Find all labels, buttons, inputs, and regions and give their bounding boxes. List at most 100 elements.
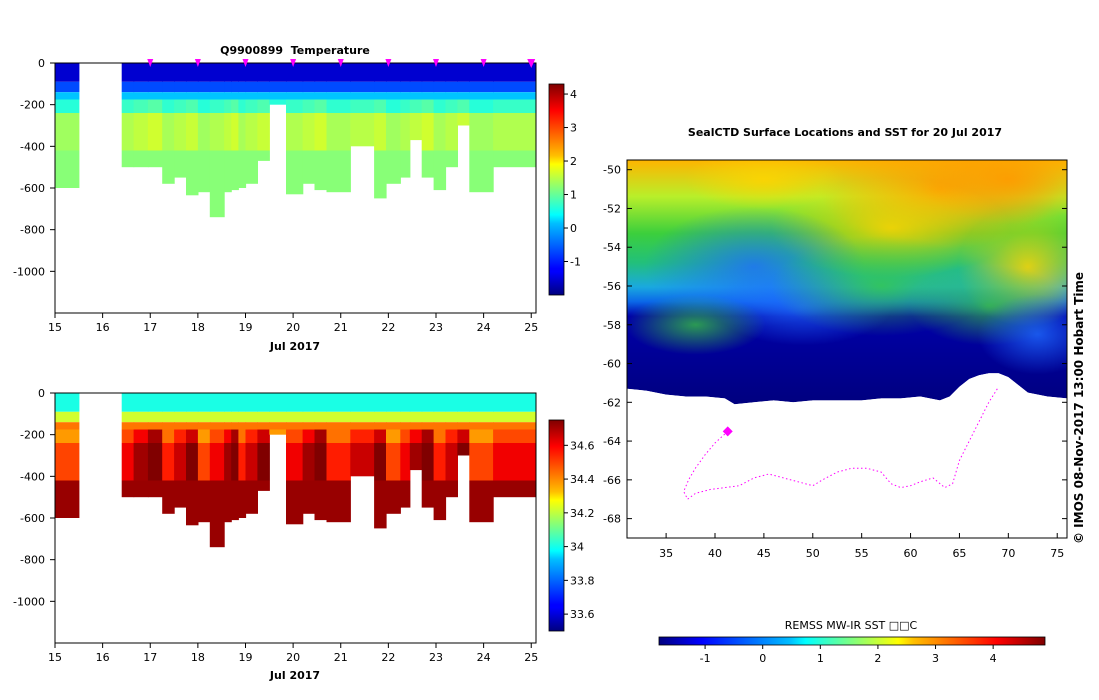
profile-cell [433, 99, 447, 113]
colorbar-tick-label: 2 [570, 155, 577, 168]
profile-cell [133, 81, 149, 93]
profile-cell [302, 480, 316, 514]
profile-cell [493, 393, 536, 412]
profile-cell [257, 422, 270, 430]
profile-cell [55, 63, 80, 82]
profile-cell [186, 113, 199, 151]
temp-axes: 15 16 17 18 19 20 21 22 23 24 25 0 -200 -400 -600 -800 -… [13, 57, 538, 334]
profile-cell [386, 92, 401, 100]
profile-cell [224, 443, 232, 481]
colorbar-tick-label: 34.2 [570, 507, 595, 520]
salinity-section-cells [55, 393, 536, 548]
profile-cell [121, 429, 135, 443]
lon-tick-label: 55 [855, 547, 869, 560]
profile-cell [231, 99, 239, 113]
profile-cell [224, 393, 232, 412]
profile-cell [231, 113, 239, 151]
profile-cell [121, 63, 135, 82]
profile-cell [302, 63, 316, 82]
profile-cell [162, 411, 175, 423]
sal-colorbar [548, 419, 565, 632]
profile-cell [224, 480, 232, 523]
profile-cell [314, 113, 327, 151]
profile-cell [374, 81, 387, 93]
profile-cell [186, 81, 199, 93]
profile-cell [257, 443, 270, 481]
profile-cell [374, 113, 387, 151]
profile-cell [433, 393, 447, 412]
temp-title: Q9900899 Temperature [220, 44, 370, 57]
x-tick-label: 20 [286, 321, 300, 334]
profile-cell [162, 150, 175, 184]
profile-cell [302, 429, 316, 443]
profile-cell [286, 422, 304, 430]
profile-cell [374, 429, 387, 443]
profile-cell [421, 99, 435, 113]
profile-cell [314, 422, 327, 430]
profile-cell [231, 480, 239, 521]
lon-tick-label: 45 [757, 547, 771, 560]
profile-cell [186, 422, 199, 430]
profile-cell [133, 480, 149, 498]
profile-cell [302, 411, 316, 423]
colorbar-tick-label: 4 [570, 88, 577, 101]
profile-cell [238, 422, 247, 430]
colorbar-tick-label: 34.4 [570, 473, 595, 486]
seal-track-line [683, 386, 1000, 500]
profile-cell [386, 411, 401, 423]
profile-cell [224, 411, 232, 423]
profile-cell [147, 480, 163, 498]
profile-cell [55, 81, 80, 93]
profile-cell [269, 63, 287, 82]
profile-cell [409, 443, 423, 471]
profile-cell [209, 150, 225, 218]
colorbar-tick-label: 0 [570, 222, 577, 235]
profile-cell [55, 443, 80, 481]
profile-cell [326, 443, 351, 481]
profile-cell [133, 150, 149, 168]
profile-cell [121, 81, 135, 93]
profile-cell [231, 429, 239, 443]
profile-cell [245, 411, 258, 423]
profile-cell [197, 393, 211, 412]
profile-marker [385, 59, 392, 67]
profile-cell [231, 63, 239, 82]
profile-cell [286, 92, 304, 100]
profile-cell [162, 443, 175, 481]
temp-section-cells [55, 63, 536, 218]
profile-cell [350, 411, 375, 423]
profile-cell [121, 411, 135, 423]
temp-xlabel: Jul 2017 [269, 340, 320, 353]
profile-marker [432, 59, 439, 67]
profile-cell [147, 63, 163, 82]
lat-tick-label: -64 [603, 435, 621, 448]
profile-cell [400, 99, 411, 113]
profile-cell [302, 422, 316, 430]
y-tick-label: -200 [20, 429, 45, 442]
x-tick-label: 22 [381, 321, 395, 334]
profile-cell [121, 422, 135, 430]
colorbar-tick-label: 33.8 [570, 574, 595, 587]
profile-cell [326, 393, 351, 412]
profile-cell [286, 411, 304, 423]
profile-cell [174, 411, 187, 423]
profile-marker [480, 59, 487, 67]
profile-cell [421, 443, 435, 481]
profile-cell [269, 92, 287, 100]
profile-cell [257, 150, 270, 161]
profile-cell [186, 99, 199, 113]
profile-cell [493, 411, 536, 423]
profile-cell [257, 81, 270, 93]
map-title: SealCTD Surface Locations and SST for 20… [688, 126, 1002, 139]
profile-cell [386, 113, 401, 151]
profile-cell [350, 113, 375, 147]
profile-cell [374, 422, 387, 430]
profile-cell [314, 443, 327, 481]
profile-cell [386, 63, 401, 82]
lon-tick-label: 65 [952, 547, 966, 560]
profile-cell [186, 393, 199, 412]
profile-cell [245, 63, 258, 82]
y-tick-label: -800 [20, 224, 45, 237]
lon-tick-label: 75 [1050, 547, 1064, 560]
profile-marker [290, 59, 297, 67]
